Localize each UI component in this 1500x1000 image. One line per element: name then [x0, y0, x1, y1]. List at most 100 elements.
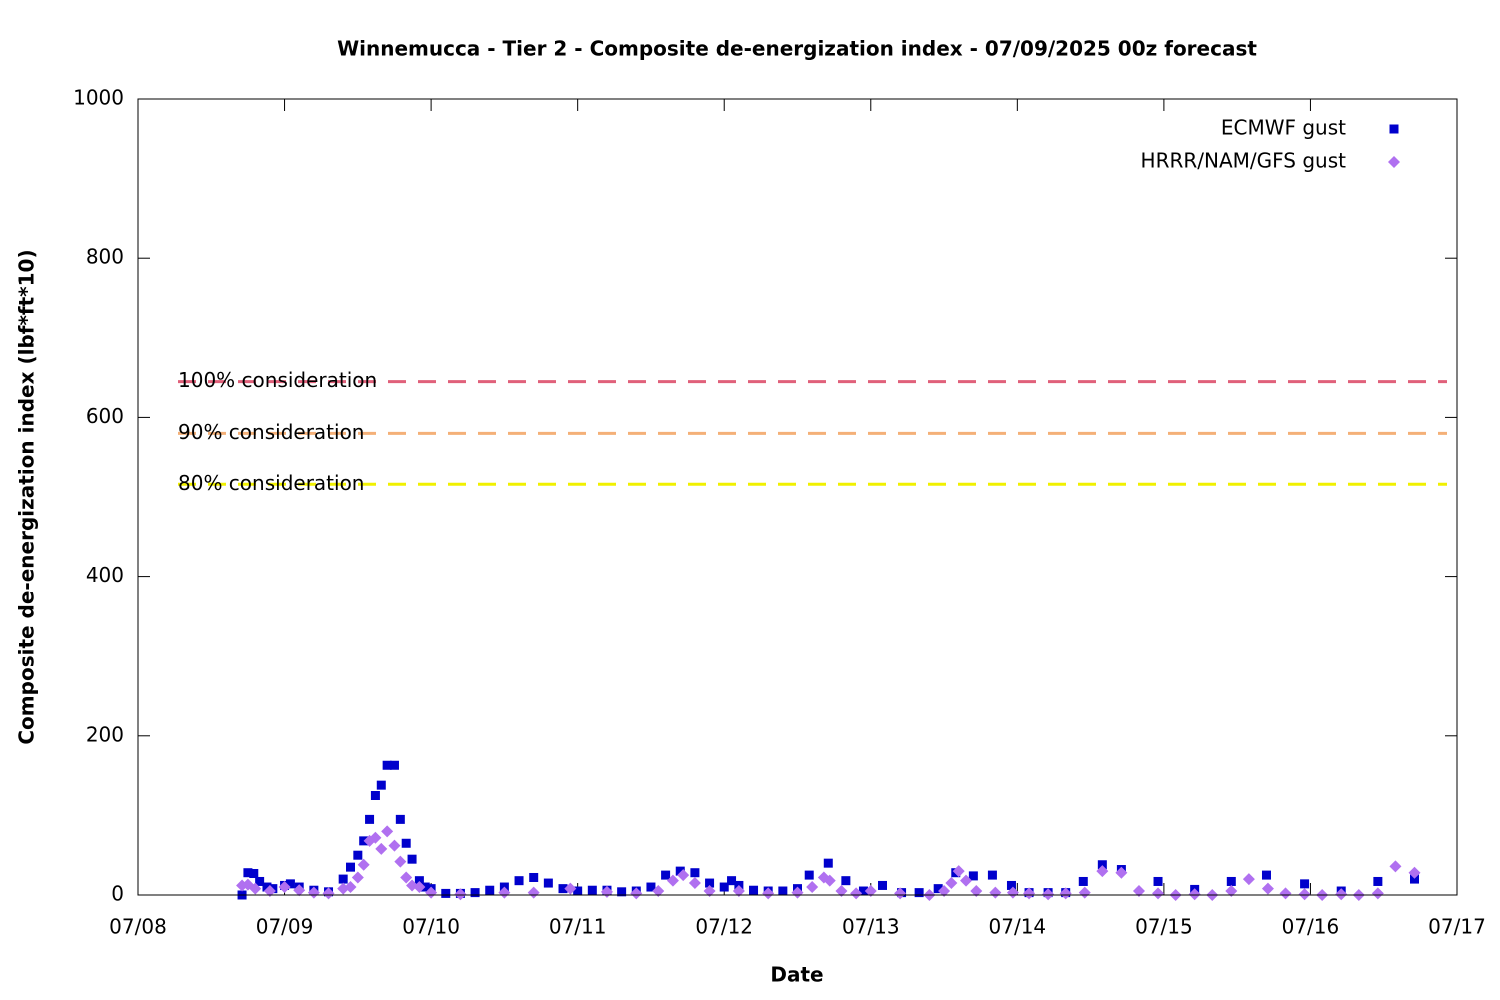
data-point — [791, 886, 804, 899]
data-point — [587, 885, 597, 895]
data-point — [351, 871, 364, 884]
data-point — [401, 838, 411, 848]
y-axis-label: Composite de-energization index (lbf*ft*… — [15, 249, 39, 744]
data-point — [1298, 888, 1311, 901]
data-point — [375, 842, 388, 855]
data-point — [762, 887, 775, 900]
data-point — [255, 876, 265, 886]
data-point — [858, 886, 868, 896]
data-point — [778, 886, 788, 896]
data-point — [344, 881, 357, 894]
data-point — [989, 886, 1002, 899]
plot-frame — [137, 98, 1458, 896]
data-point — [425, 886, 438, 899]
x-tick-label: 07/11 — [549, 915, 607, 939]
data-point — [1115, 866, 1128, 879]
data-point — [262, 882, 272, 892]
data-point — [1261, 870, 1271, 880]
data-point — [407, 854, 417, 864]
data-point — [688, 877, 701, 890]
data-point — [498, 886, 511, 899]
y-tick-label: 400 — [86, 563, 124, 587]
legend-marker — [1388, 156, 1400, 168]
data-point — [1300, 879, 1310, 889]
data-point — [388, 839, 401, 852]
data-point — [573, 886, 583, 896]
data-point — [690, 868, 700, 878]
x-tick-label: 07/09 — [256, 915, 314, 939]
data-point — [1261, 882, 1274, 895]
data-point — [666, 874, 679, 887]
data-point — [960, 874, 973, 887]
data-point — [652, 885, 665, 898]
data-point — [968, 871, 978, 881]
data-point — [543, 878, 553, 888]
data-point — [646, 882, 656, 892]
data-point — [719, 882, 729, 892]
data-point — [1279, 887, 1292, 900]
data-point — [727, 876, 737, 886]
data-point — [369, 831, 382, 844]
data-point — [1023, 887, 1036, 900]
data-point — [1335, 888, 1348, 901]
data-point — [952, 865, 965, 878]
data-point — [835, 885, 848, 898]
data-point — [1225, 885, 1238, 898]
data-point — [1132, 885, 1145, 898]
data-point — [365, 814, 375, 824]
data-point — [617, 887, 627, 897]
data-point — [1042, 888, 1055, 901]
data-point — [1152, 887, 1165, 900]
data-point — [987, 870, 997, 880]
data-point — [1389, 860, 1402, 873]
data-point — [249, 869, 259, 879]
data-point — [1097, 860, 1107, 870]
data-point — [1059, 887, 1072, 900]
data-point — [382, 760, 392, 770]
data-point — [1078, 876, 1088, 886]
data-point — [675, 866, 685, 876]
data-point — [338, 874, 348, 884]
data-point — [732, 885, 745, 898]
x-tick-label: 07/12 — [695, 915, 753, 939]
data-point — [630, 887, 643, 900]
data-point — [705, 878, 715, 888]
data-point — [1188, 888, 1201, 901]
data-point — [1006, 886, 1019, 899]
data-point — [558, 884, 568, 894]
data-point — [293, 884, 306, 897]
y-tick-label: 0 — [111, 882, 124, 906]
x-tick-label: 07/13 — [842, 915, 900, 939]
threshold-label: 90% consideration — [178, 420, 364, 444]
x-tick-label: 07/08 — [109, 915, 167, 939]
x-tick-label: 07/16 — [1282, 915, 1340, 939]
data-point — [400, 871, 413, 884]
data-point — [389, 760, 399, 770]
data-point — [441, 888, 451, 898]
data-point — [370, 791, 380, 800]
data-point — [353, 850, 363, 860]
data-point — [841, 876, 851, 886]
data-point — [970, 885, 983, 898]
y-tick-label: 1000 — [73, 86, 124, 110]
y-tick-label: 600 — [86, 404, 124, 428]
threshold-label: 80% consideration — [178, 471, 364, 495]
data-point — [1153, 876, 1163, 886]
data-point — [677, 869, 690, 882]
data-point — [850, 887, 863, 900]
data-point — [285, 879, 295, 889]
data-point — [823, 858, 833, 868]
data-point — [914, 888, 924, 898]
data-point — [938, 885, 951, 898]
data-point — [394, 855, 407, 868]
data-point — [249, 882, 262, 895]
threshold-label: 100% consideration — [178, 368, 377, 392]
data-point — [527, 886, 540, 899]
data-point — [1242, 873, 1255, 886]
data-point — [243, 868, 253, 878]
chart-title: Winnemucca - Tier 2 - Composite de-energ… — [337, 37, 1257, 61]
y-tick-label: 200 — [86, 722, 124, 746]
data-point — [413, 881, 426, 894]
data-point — [263, 885, 276, 898]
data-point — [376, 780, 386, 790]
